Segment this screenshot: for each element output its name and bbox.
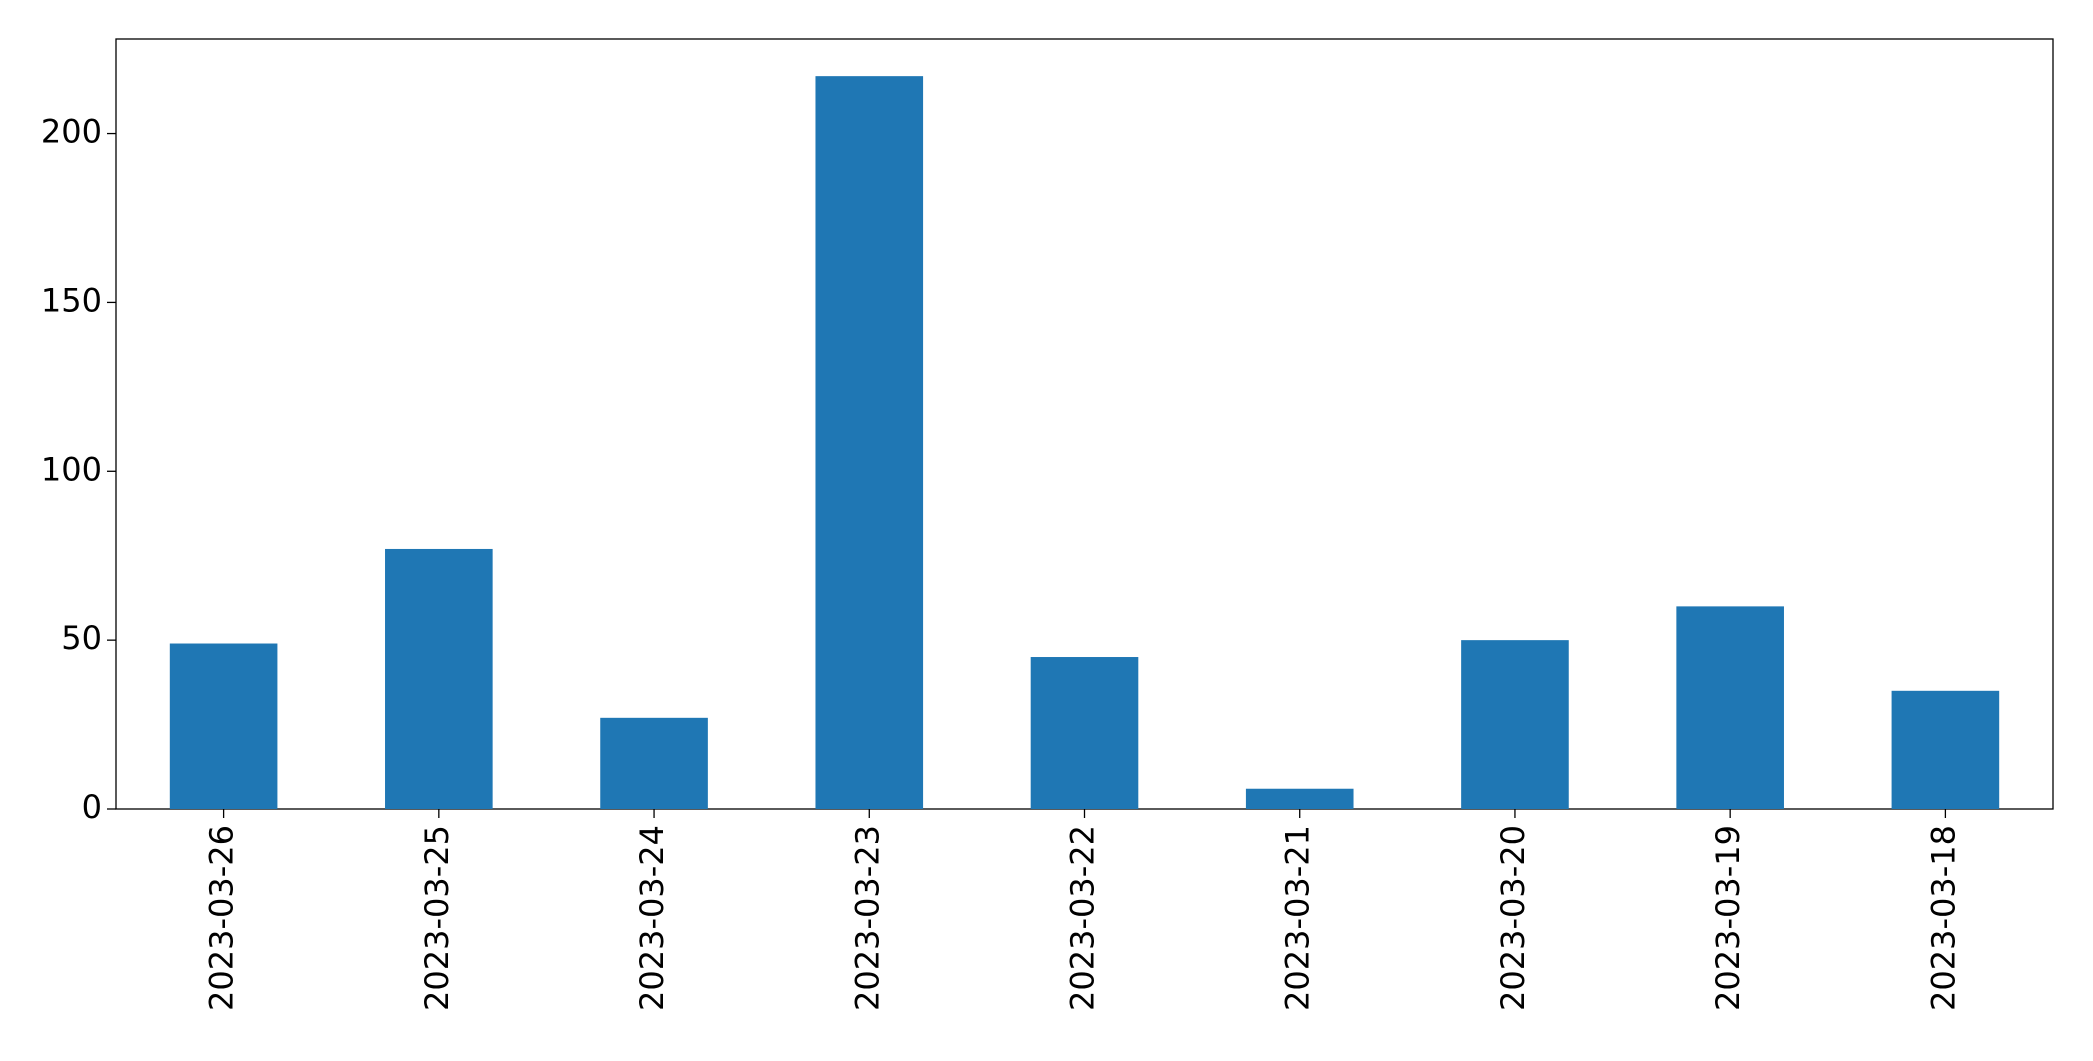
y-tick-label: 100 <box>41 450 102 488</box>
y-tick-label: 150 <box>41 281 102 319</box>
x-tick-label: 2023-03-21 <box>1279 825 1317 1011</box>
y-tick-label: 200 <box>41 113 102 151</box>
x-tick-label: 2023-03-25 <box>418 825 456 1011</box>
x-tick-label: 2023-03-20 <box>1494 825 1532 1011</box>
bar <box>169 643 278 809</box>
bar <box>815 76 924 810</box>
bar <box>1030 657 1139 809</box>
y-tick-label: 50 <box>61 619 102 657</box>
x-tick-label: 2023-03-22 <box>1064 825 1102 1011</box>
bar <box>1245 788 1354 809</box>
bar <box>600 717 708 809</box>
x-tick-label: 2023-03-24 <box>633 825 671 1011</box>
bar <box>385 548 493 809</box>
x-tick-label: 2023-03-19 <box>1709 825 1747 1011</box>
x-tick-label: 2023-03-26 <box>203 825 241 1011</box>
y-tick-label: 0 <box>82 788 102 826</box>
x-tick-label: 2023-03-23 <box>848 825 886 1011</box>
bar <box>1461 640 1569 809</box>
x-tick-label: 2023-03-18 <box>1924 825 1962 1011</box>
bar <box>1891 690 2000 809</box>
bar <box>1676 606 1784 809</box>
